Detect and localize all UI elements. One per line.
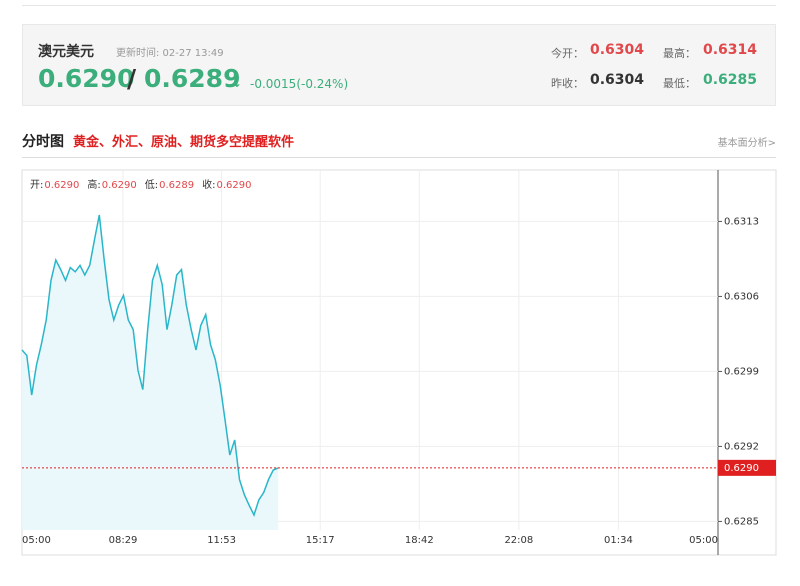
low: 0.6285 [703, 72, 758, 88]
y-tick-label: 0.6292 [724, 441, 759, 452]
analysis-link[interactable]: 基本面分析> [717, 138, 776, 149]
pair-name: 澳元美元 [38, 44, 94, 60]
x-tick-label: 08:29 [109, 535, 138, 546]
y-tick-label: 0.6313 [724, 216, 759, 227]
info-label: 收: [202, 178, 215, 191]
section-rule [22, 157, 776, 158]
top-rule [22, 5, 776, 6]
high-label: 最高： [663, 47, 696, 60]
x-tick-label: 15:17 [306, 535, 335, 546]
info-value: 0.6290 [44, 180, 79, 191]
x-tick-label: 18:42 [405, 535, 434, 546]
info-value: 0.6290 [102, 180, 137, 191]
section-title: 分时图 [22, 134, 64, 150]
x-tick-label: 11:53 [207, 535, 236, 546]
slash: / [127, 64, 137, 93]
info-label: 高: [87, 178, 100, 191]
info-label: 开: [30, 180, 43, 191]
x-tick-label: 22:08 [504, 535, 533, 546]
bid: 0.6290 [38, 64, 135, 93]
promo-link[interactable]: 黄金、外汇、原油、期货多空提醒软件 [73, 135, 295, 150]
current-price-label: 0.6290 [724, 463, 759, 474]
ask: 0.6289 [144, 64, 241, 93]
price-line [21, 214, 279, 517]
update-time: 更新时间: 02-27 13:49 [116, 48, 224, 59]
info-label: 低: [145, 178, 158, 191]
current-price-box [718, 459, 776, 476]
y-tick-label: 0.6306 [724, 291, 759, 302]
y-tick-label: 0.6299 [724, 366, 759, 377]
change: -0.0015(-0.24%) [250, 77, 349, 91]
prev: 0.6304 [590, 72, 645, 88]
info-value: 0.6289 [159, 180, 194, 191]
open: 0.6304 [590, 42, 645, 58]
open-label: 今开： [551, 47, 584, 60]
x-tick-label: 05:00 [22, 535, 51, 546]
price-area [22, 215, 279, 530]
x-tick-label: 01:34 [604, 535, 633, 546]
high: 0.6314 [703, 42, 758, 58]
info-value: 0.6290 [217, 180, 252, 191]
prev-label: 昨收： [551, 77, 584, 90]
low-label: 最低： [663, 77, 696, 90]
x-tick-label: 05:00 [689, 535, 718, 546]
arrow: ↓ [232, 76, 243, 90]
y-tick-label: 0.6285 [724, 516, 759, 527]
quote-box [22, 24, 776, 106]
